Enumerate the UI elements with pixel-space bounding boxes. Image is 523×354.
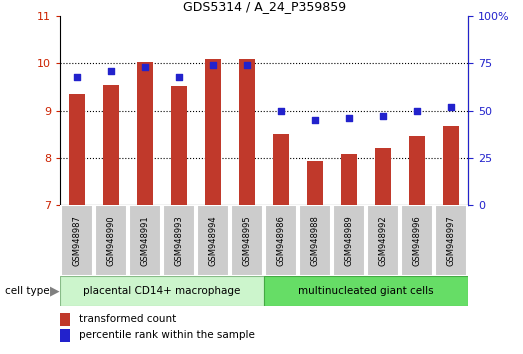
Title: GDS5314 / A_24_P359859: GDS5314 / A_24_P359859 — [183, 0, 346, 13]
Bar — [444, 126, 459, 205]
FancyBboxPatch shape — [61, 205, 94, 276]
FancyBboxPatch shape — [163, 205, 196, 276]
Point — [209, 62, 218, 68]
Text: GSM948986: GSM948986 — [277, 215, 286, 266]
Text: GSM948992: GSM948992 — [379, 215, 388, 266]
Bar — [376, 148, 391, 205]
Text: GSM948987: GSM948987 — [73, 215, 82, 266]
Text: multinucleated giant cells: multinucleated giant cells — [298, 286, 434, 296]
FancyBboxPatch shape — [197, 205, 230, 276]
FancyBboxPatch shape — [401, 205, 434, 276]
Text: GSM948993: GSM948993 — [175, 215, 184, 266]
Bar — [172, 86, 187, 205]
Bar — [70, 94, 85, 205]
Point — [243, 62, 252, 68]
Point — [175, 74, 184, 79]
Bar — [410, 136, 425, 205]
Bar — [274, 134, 289, 205]
Text: cell type: cell type — [5, 286, 50, 296]
FancyBboxPatch shape — [435, 205, 468, 276]
FancyBboxPatch shape — [333, 205, 366, 276]
Text: GSM948990: GSM948990 — [107, 215, 116, 266]
FancyBboxPatch shape — [231, 205, 264, 276]
Text: GSM948996: GSM948996 — [413, 215, 422, 266]
Text: GSM948995: GSM948995 — [243, 215, 252, 266]
Point — [107, 68, 116, 74]
Bar — [240, 58, 255, 205]
Point — [379, 114, 388, 119]
Point — [413, 108, 422, 114]
Text: GSM948989: GSM948989 — [345, 215, 354, 266]
Bar — [60, 313, 70, 326]
Text: GSM948988: GSM948988 — [311, 215, 320, 266]
Text: GSM948994: GSM948994 — [209, 215, 218, 266]
FancyBboxPatch shape — [265, 205, 298, 276]
Bar — [104, 85, 119, 205]
Text: GSM948997: GSM948997 — [447, 215, 456, 266]
Point — [345, 115, 354, 121]
FancyBboxPatch shape — [129, 205, 162, 276]
Bar — [60, 276, 264, 306]
Text: placental CD14+ macrophage: placental CD14+ macrophage — [84, 286, 241, 296]
Bar — [308, 161, 323, 205]
Point — [277, 108, 286, 114]
Bar — [60, 329, 70, 342]
Bar — [264, 276, 468, 306]
Text: transformed count: transformed count — [78, 314, 176, 324]
Point — [141, 64, 150, 70]
Point — [447, 104, 456, 110]
Bar — [138, 62, 153, 205]
FancyBboxPatch shape — [95, 205, 128, 276]
Text: GSM948991: GSM948991 — [141, 215, 150, 266]
FancyBboxPatch shape — [367, 205, 400, 276]
Bar — [206, 58, 221, 205]
FancyBboxPatch shape — [299, 205, 332, 276]
Text: ▶: ▶ — [50, 285, 60, 298]
Text: percentile rank within the sample: percentile rank within the sample — [78, 330, 254, 340]
Point — [311, 117, 320, 123]
Point — [73, 74, 82, 79]
Bar — [342, 154, 357, 205]
